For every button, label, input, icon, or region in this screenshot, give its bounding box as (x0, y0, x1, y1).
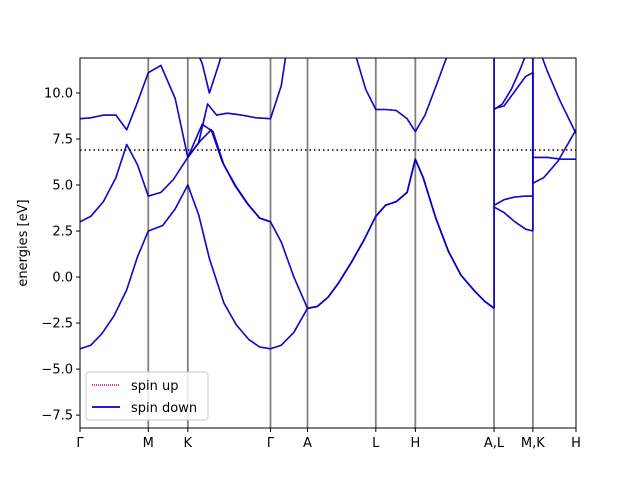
y-tick-label-1: −5.0 (41, 363, 73, 378)
x-tick-label-1: M (143, 436, 154, 451)
x-tick-label-3: Γ (267, 436, 275, 451)
band-spin-down-5 (355, 58, 448, 133)
x-tick-label-8: M,K (521, 436, 545, 451)
band-spin-down-1 (80, 123, 495, 310)
plot-frame (79, 57, 577, 429)
band-spin-down-6 (493, 58, 526, 111)
x-tick-label-5: L (372, 436, 380, 451)
y-tick-label-6: 7.5 (52, 132, 73, 147)
x-tick-label-9: H (571, 436, 581, 451)
y-tick-label-3: 0.0 (52, 271, 73, 286)
x-tick-label-0: Γ (76, 436, 84, 451)
band-spin-down-8 (493, 195, 533, 206)
band-spin-down-3 (187, 129, 271, 223)
y-tick-label-2: −2.5 (41, 317, 73, 332)
x-tick-label-2: K (184, 436, 193, 451)
legend-spin-up-label: spin up (131, 379, 179, 394)
legend-box (85, 371, 209, 421)
y-tick-label-4: 2.5 (52, 225, 73, 240)
x-tick-label-6: H (410, 436, 420, 451)
x-tick-label-4: A (303, 436, 312, 451)
band-spin-down-10 (532, 156, 576, 160)
y-tick-label-0: −7.5 (41, 409, 73, 424)
y-axis-label: energies [eV] (16, 199, 31, 286)
band-spin-down-11 (541, 58, 576, 134)
x-tick-label-7: A,L (484, 436, 505, 451)
y-tick-label-5: 5.0 (52, 179, 73, 194)
legend: spin up spin down (85, 371, 209, 421)
x-axis: Γ M K Γ A L H A,L M,K H (76, 428, 581, 451)
bands (80, 58, 576, 350)
y-axis: −7.5 −5.0 −2.5 0.0 2.5 5.0 7.5 10.0 (41, 86, 80, 424)
legend-spin-down-label: spin down (131, 401, 197, 416)
band-spin-down-9 (493, 206, 534, 232)
band-spin-down-4 (198, 58, 222, 94)
y-tick-label-7: 10.0 (44, 86, 73, 101)
